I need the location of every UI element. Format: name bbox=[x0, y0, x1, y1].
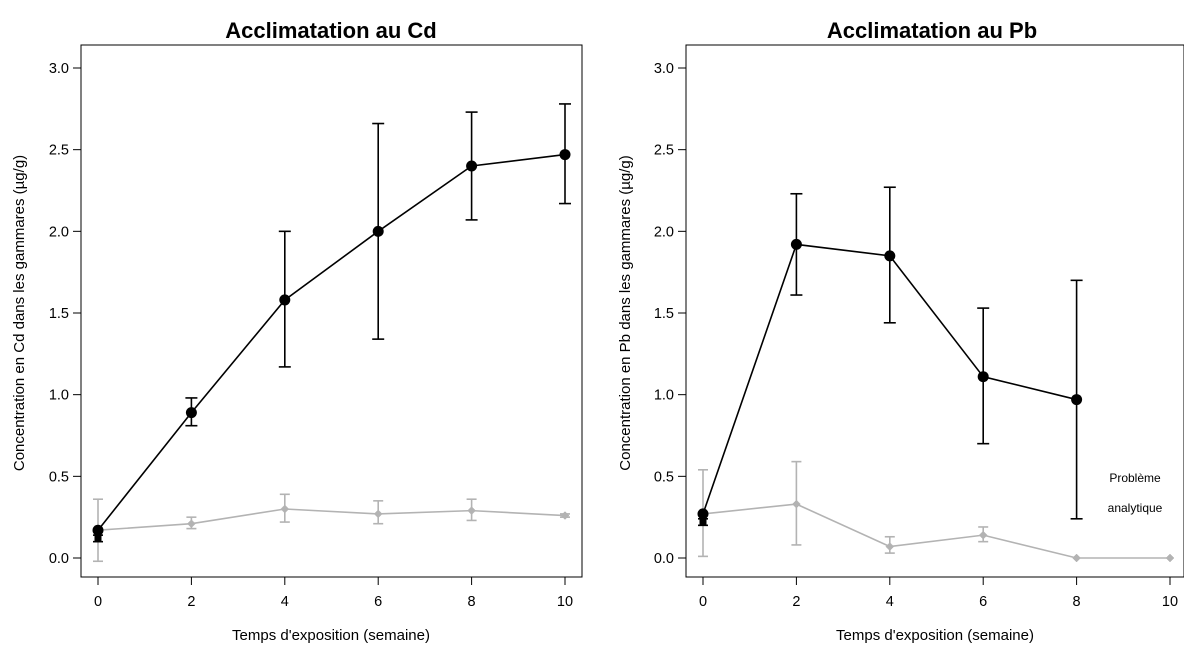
data-point-control bbox=[978, 530, 988, 540]
series-control bbox=[93, 493, 570, 563]
x-tick-label: 10 bbox=[557, 594, 573, 610]
y-tick-label: 0.5 bbox=[654, 469, 674, 485]
y-tick-label: 2.5 bbox=[654, 143, 674, 159]
y-tick-label: 2.0 bbox=[654, 224, 674, 240]
x-tick-label: 6 bbox=[979, 594, 987, 610]
data-point-exposed bbox=[559, 149, 571, 161]
data-point-exposed bbox=[1071, 394, 1083, 406]
data-point-exposed bbox=[466, 160, 478, 172]
x-axis-label: Temps d'exposition (semaine) bbox=[836, 627, 1034, 644]
x-tick-label: 2 bbox=[792, 594, 800, 610]
y-tick-label: 2.5 bbox=[49, 143, 69, 159]
y-tick-label: 2.0 bbox=[49, 224, 69, 240]
y-tick-label: 3.0 bbox=[49, 61, 69, 77]
y-axis-label: Concentration en Pb dans les gammares (µ… bbox=[617, 155, 634, 470]
data-point-exposed bbox=[790, 238, 802, 250]
data-point-control bbox=[373, 509, 383, 519]
data-point-exposed bbox=[279, 294, 291, 306]
initial-point-marker bbox=[94, 534, 102, 542]
series-line-exposed bbox=[97, 153, 566, 531]
x-tick-label: 8 bbox=[1073, 594, 1081, 610]
data-point-control bbox=[560, 511, 570, 520]
x-tick-label: 8 bbox=[468, 594, 476, 610]
data-point-exposed bbox=[185, 407, 197, 419]
series-exposed bbox=[92, 103, 571, 536]
chart-panel-1: Acclimatation au Pb Temps d'exposition (s… bbox=[617, 18, 1184, 644]
y-tick-label: 1.0 bbox=[49, 388, 69, 404]
x-tick-label: 4 bbox=[281, 594, 289, 610]
initial-point-marker bbox=[699, 518, 707, 526]
y-tick-label: 1.5 bbox=[654, 306, 674, 322]
series-line-control bbox=[97, 508, 566, 532]
y-tick-label: 1.5 bbox=[49, 306, 69, 322]
y-tick-label: 0.0 bbox=[654, 551, 674, 567]
data-point-control bbox=[1072, 553, 1081, 563]
data-point-control bbox=[792, 499, 801, 509]
x-axis-label: Temps d'exposition (semaine) bbox=[232, 627, 430, 644]
x-tick-label: 4 bbox=[886, 594, 894, 610]
data-point-control bbox=[187, 519, 196, 529]
y-tick-label: 0.0 bbox=[49, 551, 69, 567]
y-tick-label: 1.0 bbox=[654, 388, 674, 404]
chart-annotation: analytique bbox=[1108, 501, 1163, 515]
y-tick-label: 3.0 bbox=[654, 61, 674, 77]
series-line-control bbox=[702, 503, 1170, 559]
x-tick-label: 0 bbox=[699, 594, 707, 610]
data-point-control bbox=[885, 542, 895, 551]
y-tick-label: 0.5 bbox=[49, 469, 69, 485]
data-point-exposed bbox=[372, 225, 384, 237]
chart-title: Acclimatation au Cd bbox=[225, 18, 436, 43]
plot-frame bbox=[80, 44, 583, 578]
chart-panel-0: Acclimatation au Cd Temps d'exposition (s… bbox=[11, 18, 583, 644]
data-point-control bbox=[1165, 553, 1175, 563]
data-point-control bbox=[467, 506, 476, 515]
data-point-exposed bbox=[884, 250, 896, 262]
plot-frame bbox=[685, 44, 1184, 578]
x-tick-label: 2 bbox=[187, 594, 195, 610]
series-control bbox=[698, 460, 1175, 563]
chart-title: Acclimatation au Pb bbox=[827, 18, 1037, 43]
data-point-control bbox=[280, 504, 290, 514]
x-tick-label: 10 bbox=[1162, 594, 1178, 610]
data-point-exposed bbox=[92, 524, 104, 536]
data-point-exposed bbox=[697, 508, 709, 520]
chart-annotation: Problème bbox=[1109, 471, 1161, 485]
series-exposed bbox=[697, 186, 1083, 520]
x-tick-label: 0 bbox=[94, 594, 102, 610]
y-axis-label: Concentration en Cd dans les gammares (µ… bbox=[11, 155, 28, 471]
data-point-exposed bbox=[977, 371, 989, 383]
x-tick-label: 6 bbox=[374, 594, 382, 610]
